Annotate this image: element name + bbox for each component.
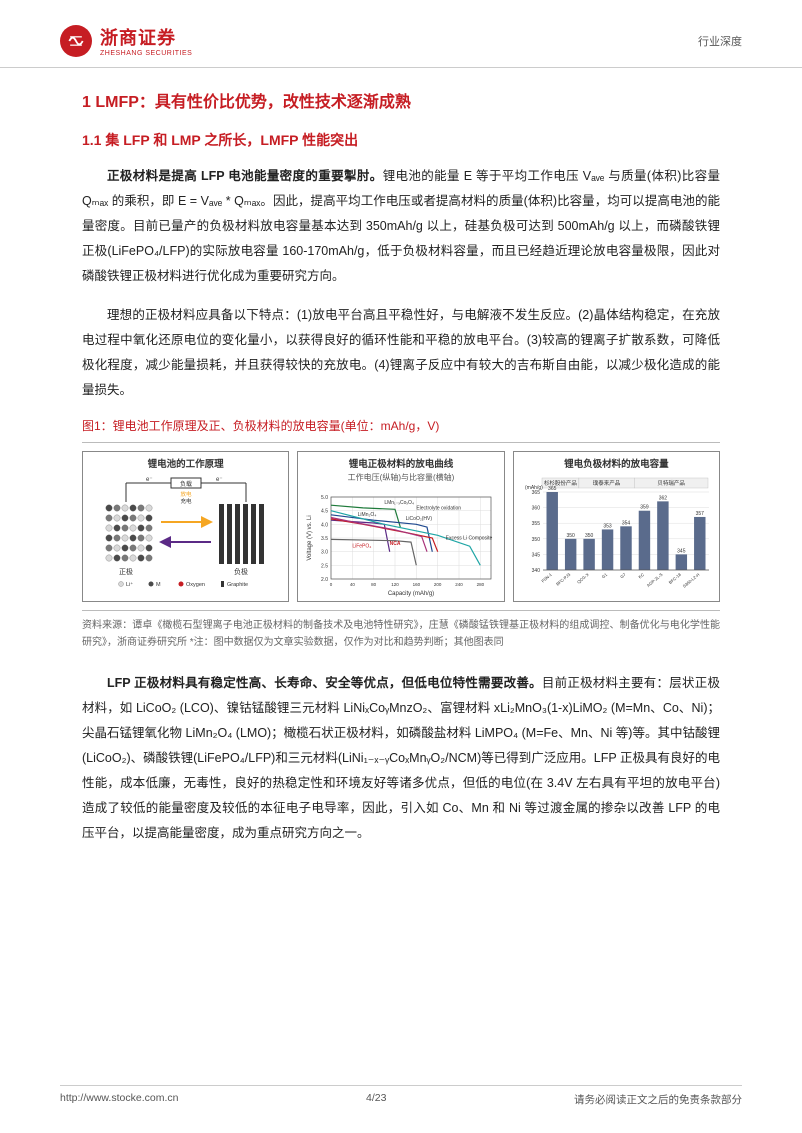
figure-panel-2: 锂电正极材料的放电曲线 工作电压(纵轴)与比容量(横轴) 2.0 2.5 3.0 3.… <box>297 451 504 602</box>
svg-text:4.5: 4.5 <box>322 509 329 515</box>
p3-rest: 目前正极材料主要有：层状正极材料，如 LiCoO₂ (LCO)、镍钴锰酸锂三元材… <box>82 676 720 840</box>
svg-text:365: 365 <box>548 486 557 492</box>
svg-text:e⁻: e⁻ <box>216 477 223 483</box>
page-header: 浙商证券 ZHESHANG SECURITIES 行业深度 <box>0 0 802 68</box>
page-footer: http://www.stocke.com.cn 4/23 请务必阅读正文之后的… <box>60 1085 742 1107</box>
svg-text:BFC-18: BFC-18 <box>668 572 683 586</box>
svg-text:Excess Li Composite: Excess Li Composite <box>446 535 493 541</box>
svg-text:160: 160 <box>413 582 421 587</box>
svg-text:360: 360 <box>531 506 540 512</box>
svg-text:Electrolyte oxidation: Electrolyte oxidation <box>417 505 462 511</box>
paragraph-2: 理想的正极材料应具备以下特点：(1)放电平台高且平稳性好，与电解液不发生反应。(… <box>82 303 720 403</box>
svg-text:3.0: 3.0 <box>322 550 329 556</box>
footer-disclaimer: 请务必阅读正文之后的免责条款部分 <box>574 1092 742 1107</box>
svg-text:40: 40 <box>350 582 356 587</box>
heading-1: 1 LMFP：具有性价比优势，改性技术逐渐成熟 <box>82 88 720 112</box>
svg-text:280: 280 <box>477 582 485 587</box>
svg-text:充电: 充电 <box>180 497 192 505</box>
p1-bold: 正极材料是提高 LFP 电池能量密度的重要掣肘。 <box>107 169 383 183</box>
svg-text:e⁻: e⁻ <box>146 477 153 483</box>
svg-text:345: 345 <box>531 552 540 558</box>
svg-text:340: 340 <box>531 568 540 574</box>
svg-text:Capacity (mAh/g): Capacity (mAh/g) <box>388 591 434 597</box>
svg-text:350: 350 <box>566 533 575 539</box>
panel1-title: 锂电池的工作原理 <box>148 456 224 470</box>
svg-text:G7: G7 <box>619 572 627 580</box>
svg-text:AGP-2L-S: AGP-2L-S <box>646 572 664 588</box>
logo-icon <box>60 25 92 57</box>
svg-text:Graphite: Graphite <box>227 582 248 588</box>
svg-text:353: 353 <box>603 523 612 529</box>
discharge-curve-chart: 2.0 2.5 3.0 3.5 4.0 4.5 5.0 0 40 80 120 160 200 240 28… <box>303 487 498 597</box>
anode-capacity-bar-chart: 杉杉股份产品璞泰来产品贝特瑞产品340345350355360365(mAh/g… <box>519 472 714 592</box>
svg-text:Li⁺: Li⁺ <box>126 581 133 588</box>
svg-text:G1: G1 <box>601 572 609 580</box>
svg-text:M: M <box>156 582 161 588</box>
battery-schematic: 负载 e⁻ e⁻ 放电充电正极 负极 Li⁺ M Oxygen Graphite <box>91 472 281 592</box>
svg-text:357: 357 <box>695 511 704 517</box>
svg-text:345: 345 <box>677 548 686 554</box>
svg-text:200: 200 <box>434 582 442 587</box>
figure-1-source: 资料来源：谭卓《橄榄石型锂离子电池正极材料的制备技术及电池特性研究》，庄慧《磷酸… <box>82 617 720 651</box>
svg-text:355: 355 <box>531 521 540 527</box>
brand-en: ZHESHANG SECURITIES <box>100 50 192 57</box>
footer-url: http://www.stocke.com.cn <box>60 1092 178 1107</box>
svg-text:璞泰来产品: 璞泰来产品 <box>593 479 621 487</box>
p3-bold: LFP 正极材料具有稳定性高、长寿命、安全等优点，但低电位特性需要改善。 <box>107 676 542 690</box>
figure-panel-3: 锂电负极材料的放电容量 杉杉股份产品璞泰来产品贝特瑞产品340345350355… <box>513 451 720 602</box>
doc-type: 行业深度 <box>698 33 742 49</box>
svg-text:(mAh/g): (mAh/g) <box>525 485 543 491</box>
svg-text:正极: 正极 <box>119 567 133 576</box>
svg-text:FSN-1: FSN-1 <box>540 572 553 584</box>
svg-text:362: 362 <box>659 495 668 501</box>
svg-text:负载: 负载 <box>180 480 192 488</box>
panel2-title: 锂电正极材料的放电曲线 <box>349 456 454 470</box>
svg-text:KC: KC <box>637 572 645 580</box>
svg-text:LiCoO₂(HV): LiCoO₂(HV) <box>406 516 433 522</box>
svg-text:120: 120 <box>392 582 400 587</box>
svg-text:359: 359 <box>640 505 649 511</box>
panel3-title: 锂电负极材料的放电容量 <box>564 456 669 470</box>
svg-text:放电: 放电 <box>180 490 192 498</box>
svg-text:负极: 负极 <box>234 567 248 576</box>
content-area: 1 LMFP：具有性价比优势，改性技术逐渐成熟 1.1 集 LFP 和 LMP … <box>0 68 802 846</box>
svg-text:S360-L2-H: S360-L2-H <box>681 572 700 589</box>
svg-text:354: 354 <box>622 520 631 526</box>
svg-text:350: 350 <box>531 537 540 543</box>
svg-text:LiMn₂O₄: LiMn₂O₄ <box>358 512 377 518</box>
svg-text:2.5: 2.5 <box>322 563 329 569</box>
svg-text:LiFePO₄: LiFePO₄ <box>353 544 372 550</box>
svg-text:350: 350 <box>585 533 594 539</box>
paragraph-1: 正极材料是提高 LFP 电池能量密度的重要掣肘。锂电池的能量 E 等于平均工作电… <box>82 164 720 289</box>
svg-text:80: 80 <box>372 582 378 587</box>
svg-text:NCA: NCA <box>390 541 401 547</box>
panel2-subtitle: 工作电压(纵轴)与比容量(横轴) <box>348 472 455 483</box>
svg-text:QCG-X: QCG-X <box>576 572 590 585</box>
logo-area: 浙商证券 ZHESHANG SECURITIES <box>60 24 192 57</box>
svg-text:240: 240 <box>456 582 464 587</box>
p1-rest: 锂电池的能量 E 等于平均工作电压 Vₐᵥₑ 与质量(体积)比容量 Qₘₐₓ 的… <box>82 169 720 283</box>
svg-text:3.5: 3.5 <box>322 536 329 542</box>
paragraph-3: LFP 正极材料具有稳定性高、长寿命、安全等优点，但低电位特性需要改善。目前正极… <box>82 671 720 846</box>
svg-text:Voltage (V) vs. Li: Voltage (V) vs. Li <box>307 515 313 560</box>
svg-text:LMn₁₋ₓCoₓO₄: LMn₁₋ₓCoₓO₄ <box>385 500 415 506</box>
svg-text:Oxygen: Oxygen <box>186 582 205 588</box>
heading-1-1: 1.1 集 LFP 和 LMP 之所长，LMFP 性能突出 <box>82 130 720 150</box>
svg-text:4.0: 4.0 <box>322 522 329 528</box>
svg-text:贝特瑞产品: 贝特瑞产品 <box>657 479 685 487</box>
figure-panel-1: 锂电池的工作原理 负载 e⁻ e⁻ 放电充电正极 负极 Li⁺ M Oxygen Graphit… <box>82 451 289 602</box>
footer-page: 4/23 <box>366 1092 386 1107</box>
figure-1-row: 锂电池的工作原理 负载 e⁻ e⁻ 放电充电正极 负极 Li⁺ M Oxygen Graphit… <box>82 442 720 611</box>
brand-cn: 浙商证券 <box>100 24 192 50</box>
svg-text:0: 0 <box>330 582 333 587</box>
svg-text:5.0: 5.0 <box>322 495 329 501</box>
figure-1-caption: 图1：锂电池工作原理及正、负极材料的放电容量(单位：mAh/g，V) <box>82 417 720 434</box>
svg-text:BFC-PJ3: BFC-PJ3 <box>555 572 572 587</box>
svg-text:2.0: 2.0 <box>322 577 329 583</box>
